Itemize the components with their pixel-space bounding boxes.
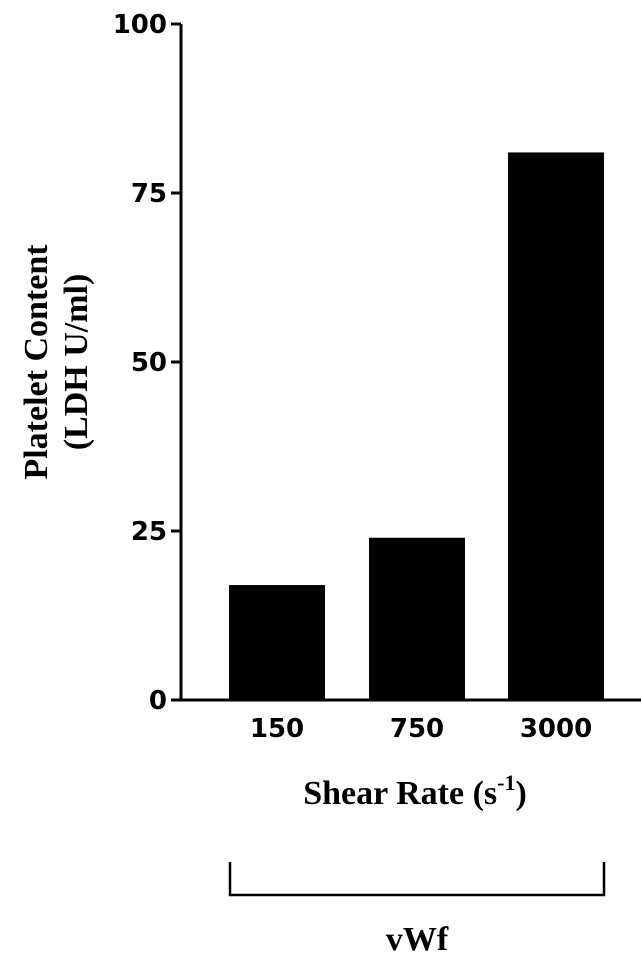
- x-axis-title-main: Shear Rate (s: [303, 775, 497, 812]
- x-tick-label: 750: [390, 714, 444, 744]
- bars: [229, 152, 604, 700]
- group-bracket: [228, 862, 606, 897]
- y-tick-label: 25: [131, 517, 167, 547]
- x-axis-title-close: ): [515, 775, 526, 812]
- y-tick-label: 75: [131, 179, 167, 209]
- group-label: vWf: [386, 921, 449, 958]
- x-tick-label: 150: [250, 714, 304, 744]
- x-tick-label: 3000: [520, 714, 592, 744]
- y-ticks: 0 25 50 75 100: [113, 10, 181, 716]
- x-ticks: 150 750 3000: [250, 714, 592, 744]
- y-axis-title-line1: Platelet Content: [18, 244, 55, 480]
- y-tick-label: 100: [113, 10, 167, 40]
- y-axis-title: Platelet Content (LDH U/ml): [18, 244, 95, 480]
- y-tick-label: 0: [149, 686, 167, 716]
- bar-150: [229, 585, 325, 700]
- bar-750: [369, 537, 465, 700]
- y-tick-label: 50: [131, 348, 167, 378]
- x-axis-title-superscript: -1: [497, 770, 515, 795]
- y-axis-title-line2: (LDH U/ml): [58, 274, 95, 451]
- bar-3000: [508, 152, 604, 700]
- x-axis-title: Shear Rate (s-1): [303, 770, 527, 812]
